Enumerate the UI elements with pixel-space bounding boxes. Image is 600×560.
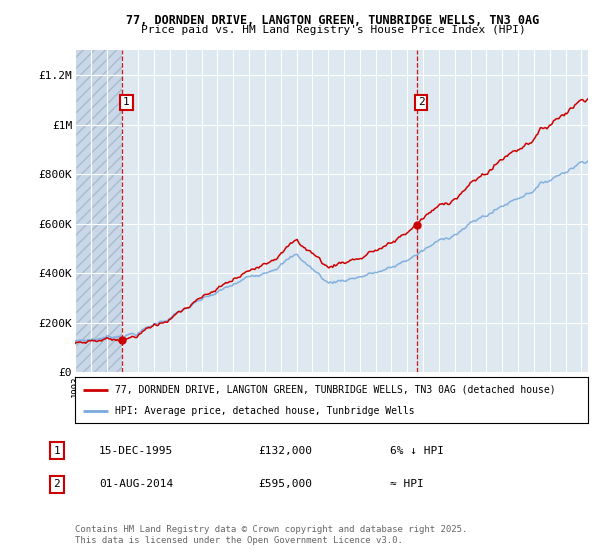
Text: £132,000: £132,000 — [258, 446, 312, 456]
Text: 1: 1 — [53, 446, 61, 456]
Text: £595,000: £595,000 — [258, 479, 312, 489]
Text: 01-AUG-2014: 01-AUG-2014 — [99, 479, 173, 489]
Text: 77, DORNDEN DRIVE, LANGTON GREEN, TUNBRIDGE WELLS, TN3 0AG (detached house): 77, DORNDEN DRIVE, LANGTON GREEN, TUNBRI… — [115, 385, 556, 395]
Text: HPI: Average price, detached house, Tunbridge Wells: HPI: Average price, detached house, Tunb… — [115, 407, 415, 416]
Text: Contains HM Land Registry data © Crown copyright and database right 2025.
This d: Contains HM Land Registry data © Crown c… — [75, 525, 467, 545]
Text: 2: 2 — [418, 97, 425, 108]
Text: 15-DEC-1995: 15-DEC-1995 — [99, 446, 173, 456]
Text: ≈ HPI: ≈ HPI — [390, 479, 424, 489]
Text: 2: 2 — [53, 479, 61, 489]
Bar — [75, 50, 122, 372]
Text: Price paid vs. HM Land Registry's House Price Index (HPI): Price paid vs. HM Land Registry's House … — [140, 25, 526, 35]
Text: 77, DORNDEN DRIVE, LANGTON GREEN, TUNBRIDGE WELLS, TN3 0AG: 77, DORNDEN DRIVE, LANGTON GREEN, TUNBRI… — [127, 14, 539, 27]
Text: 1: 1 — [123, 97, 130, 108]
Text: 6% ↓ HPI: 6% ↓ HPI — [390, 446, 444, 456]
